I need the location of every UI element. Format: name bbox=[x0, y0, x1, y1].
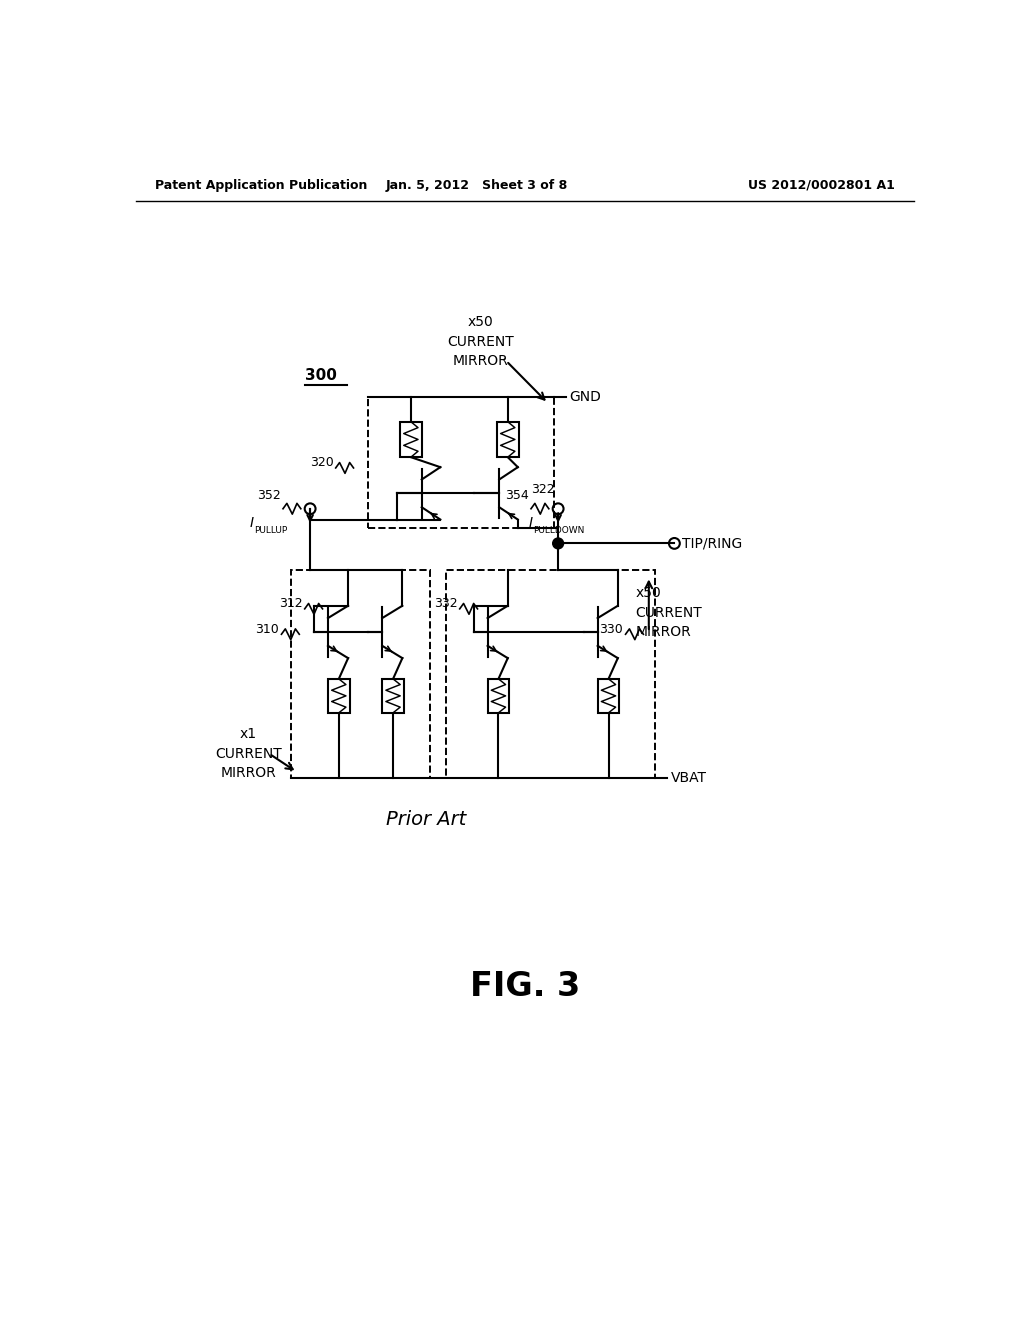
Text: Prior Art: Prior Art bbox=[386, 809, 467, 829]
Text: 300: 300 bbox=[305, 368, 337, 383]
Text: 330: 330 bbox=[599, 623, 624, 636]
Text: 310: 310 bbox=[255, 623, 280, 636]
Text: 332: 332 bbox=[434, 597, 458, 610]
Bar bbox=[369, 397, 554, 528]
Text: 312: 312 bbox=[279, 597, 302, 610]
Text: PULLUP: PULLUP bbox=[254, 525, 288, 535]
Text: MIRROR: MIRROR bbox=[636, 624, 691, 639]
Text: TIP/RING: TIP/RING bbox=[682, 536, 742, 550]
Text: 322: 322 bbox=[531, 483, 555, 496]
Text: CURRENT: CURRENT bbox=[447, 335, 514, 348]
Text: US 2012/0002801 A1: US 2012/0002801 A1 bbox=[749, 178, 895, 191]
Text: MIRROR: MIRROR bbox=[453, 354, 509, 368]
Text: 320: 320 bbox=[309, 455, 334, 469]
Bar bbox=[487, 678, 509, 713]
Bar bbox=[400, 422, 422, 457]
Text: I: I bbox=[250, 516, 254, 529]
Bar bbox=[382, 678, 403, 713]
Bar bbox=[598, 678, 620, 713]
Bar bbox=[328, 678, 349, 713]
Bar bbox=[291, 570, 430, 779]
Text: 352: 352 bbox=[257, 490, 281, 502]
Text: I: I bbox=[528, 516, 532, 529]
Text: x50: x50 bbox=[468, 314, 494, 329]
Text: x1: x1 bbox=[240, 727, 257, 742]
Text: 354: 354 bbox=[505, 490, 528, 502]
Text: GND: GND bbox=[569, 391, 602, 404]
Text: CURRENT: CURRENT bbox=[636, 606, 702, 619]
Circle shape bbox=[553, 539, 563, 549]
Text: Jan. 5, 2012   Sheet 3 of 8: Jan. 5, 2012 Sheet 3 of 8 bbox=[386, 178, 568, 191]
Text: FIG. 3: FIG. 3 bbox=[470, 970, 580, 1003]
Text: x50: x50 bbox=[636, 586, 662, 601]
Text: CURRENT: CURRENT bbox=[215, 747, 282, 760]
Text: PULLDOWN: PULLDOWN bbox=[534, 525, 585, 535]
Text: Patent Application Publication: Patent Application Publication bbox=[155, 178, 368, 191]
Text: MIRROR: MIRROR bbox=[220, 766, 276, 780]
Text: VBAT: VBAT bbox=[671, 771, 707, 785]
Bar bbox=[497, 422, 518, 457]
Bar bbox=[445, 570, 655, 779]
